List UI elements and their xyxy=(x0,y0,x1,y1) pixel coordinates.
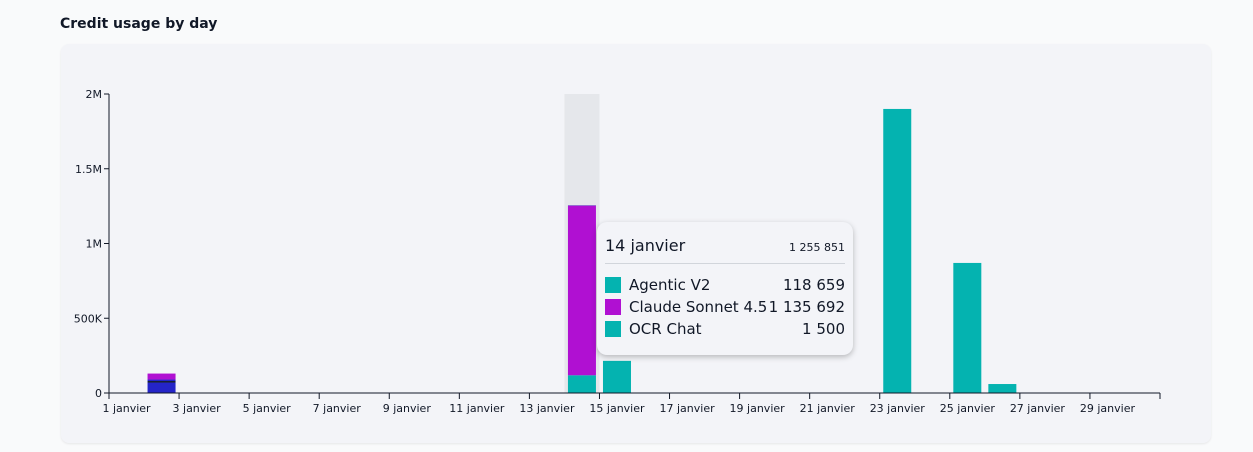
x-tick-label: 19 janvier xyxy=(730,402,786,415)
tooltip-swatch-agentic xyxy=(605,277,621,293)
tooltip-row-ocr: OCR Chat 1 500 xyxy=(605,318,845,340)
tooltip-series-value: 118 659 xyxy=(782,276,845,294)
tooltip-series-name: Agentic V2 xyxy=(629,276,711,294)
tooltip-swatch-ocr xyxy=(605,321,621,337)
x-tick-label: 17 janvier xyxy=(659,402,715,415)
x-tick-label: 21 janvier xyxy=(800,402,856,415)
tooltip-swatch-claude xyxy=(605,299,621,315)
bar-segment xyxy=(602,360,631,393)
tooltip-row-agentic: Agentic V2 118 659 xyxy=(605,274,845,296)
tooltip-series-value: 1 500 xyxy=(802,320,845,338)
bar-segment xyxy=(883,108,912,393)
x-tick-label: 11 janvier xyxy=(449,402,505,415)
x-tick-label: 9 janvier xyxy=(383,402,432,415)
y-tick-label: 0 xyxy=(95,387,102,400)
x-tick-label: 29 janvier xyxy=(1080,402,1136,415)
bar-segment xyxy=(147,382,176,393)
y-tick-label: 2M xyxy=(86,88,103,101)
bar-segment xyxy=(147,381,176,383)
x-tick-label: 27 janvier xyxy=(1010,402,1066,415)
x-tick-label: 25 janvier xyxy=(940,402,996,415)
x-tick-label: 15 janvier xyxy=(589,402,645,415)
bar-segment xyxy=(567,375,596,393)
chart-tooltip: 14 janvier 1 255 851 Agentic V2 118 659 … xyxy=(597,222,853,355)
x-tick-label: 7 janvier xyxy=(313,402,362,415)
bar-segment xyxy=(147,379,176,382)
x-tick-label: 23 janvier xyxy=(870,402,926,415)
x-tick-label: 1 janvier xyxy=(102,402,151,415)
tooltip-date: 14 janvier xyxy=(605,236,686,255)
y-tick-label: 1M xyxy=(86,238,103,251)
tooltip-divider xyxy=(605,263,845,264)
bar-segment xyxy=(988,384,1017,393)
y-tick-label: 500K xyxy=(74,312,103,325)
tooltip-total: 1 255 851 xyxy=(789,241,845,254)
x-tick-label: 13 janvier xyxy=(519,402,575,415)
bar-segment xyxy=(953,262,982,393)
tooltip-header: 14 janvier 1 255 851 xyxy=(605,236,845,255)
tooltip-series-name: Claude Sonnet 4.5 xyxy=(629,298,768,316)
x-tick-label: 5 janvier xyxy=(243,402,292,415)
bar-segment xyxy=(147,373,176,380)
x-tick-label: 3 janvier xyxy=(173,402,222,415)
tooltip-series-name: OCR Chat xyxy=(629,320,702,338)
tooltip-series-value: 1 135 692 xyxy=(768,298,845,316)
chart-title: Credit usage by day xyxy=(60,16,218,32)
tooltip-row-claude: Claude Sonnet 4.5 1 135 692 xyxy=(605,296,845,318)
y-tick-label: 1.5M xyxy=(75,163,102,176)
bar-segment xyxy=(567,205,596,376)
